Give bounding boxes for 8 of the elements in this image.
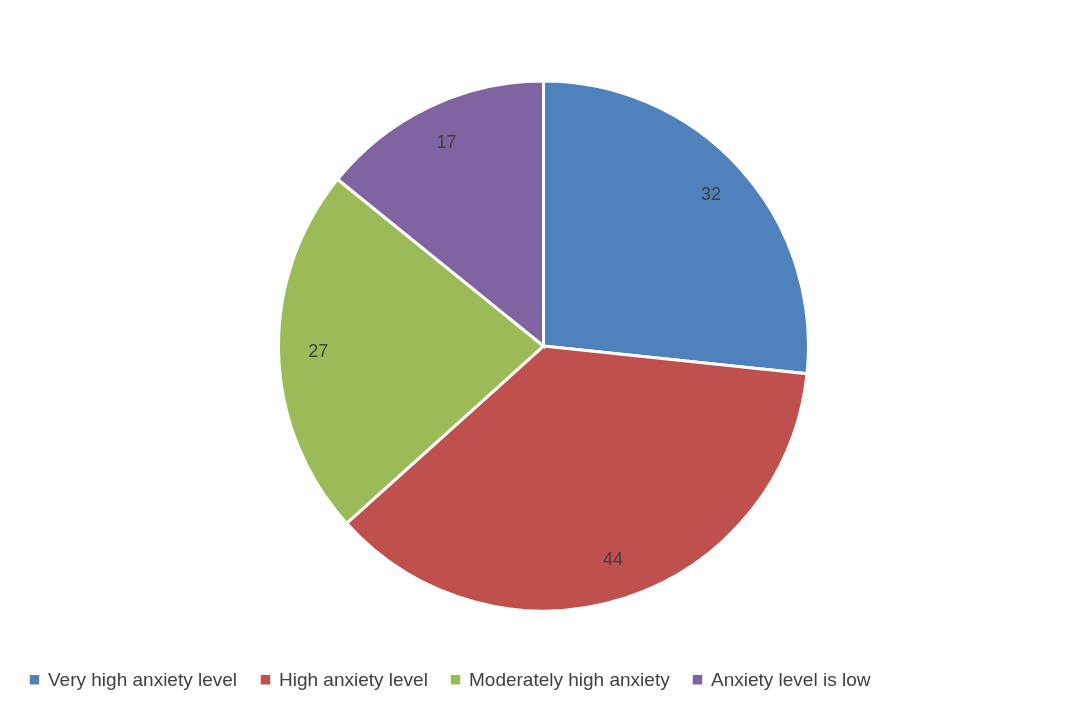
data-label: 17 [436, 131, 457, 152]
data-label: 44 [603, 549, 624, 570]
data-label: 27 [308, 340, 329, 361]
legend-label: Very high anxiety level [48, 668, 238, 690]
data-label: 32 [700, 184, 721, 205]
legend-label: Moderately high anxiety [469, 668, 671, 690]
legend-label: High anxiety level [279, 668, 428, 690]
legend-label: Anxiety level is low [711, 668, 871, 690]
